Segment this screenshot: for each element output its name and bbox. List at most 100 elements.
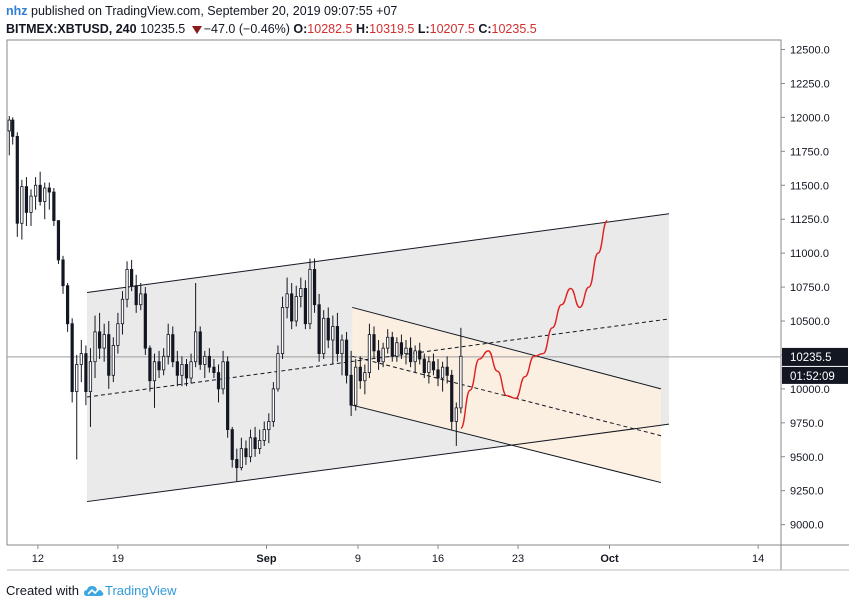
outer-channel-upper xyxy=(86,213,670,293)
close-label: C: xyxy=(478,22,492,36)
high-label: H: xyxy=(355,22,370,36)
y-tick-label: 12000.0 xyxy=(790,112,830,124)
candle-body xyxy=(381,347,385,363)
candle xyxy=(312,258,317,313)
low-value: 10207.5 xyxy=(429,22,475,36)
last-price-value: 10235.5 xyxy=(140,22,186,36)
candle xyxy=(189,353,193,384)
candle xyxy=(212,359,216,379)
candle-body xyxy=(331,326,335,341)
down-triangle-icon xyxy=(191,25,202,34)
brand-label: TradingView xyxy=(104,583,177,598)
candles-group xyxy=(7,116,463,482)
candle xyxy=(203,350,207,379)
candle-body xyxy=(450,374,454,422)
candle xyxy=(139,282,143,311)
change-value: −47.0 (−0.46%) xyxy=(203,22,290,36)
candle-body xyxy=(317,304,321,354)
candle xyxy=(349,350,353,417)
candle-body xyxy=(120,298,125,325)
candle-body xyxy=(271,388,275,422)
candle xyxy=(88,348,93,427)
y-tick-label: 12250.0 xyxy=(790,78,830,90)
candle xyxy=(239,437,243,471)
candle-body xyxy=(340,339,344,354)
y-tick-label: 11750.0 xyxy=(790,146,829,158)
x-tick-label: 14 xyxy=(752,553,764,565)
candle xyxy=(326,307,330,349)
candle-body xyxy=(363,372,367,382)
candle xyxy=(381,342,385,368)
candle xyxy=(175,350,179,387)
candle-body xyxy=(221,361,225,390)
candle-body xyxy=(47,187,51,193)
candle-body xyxy=(303,288,307,325)
candle xyxy=(207,348,211,373)
y-tick-label: 11250.0 xyxy=(790,214,829,226)
outer-channel-lower xyxy=(86,423,670,503)
candle-body xyxy=(454,407,458,422)
candle xyxy=(29,189,33,226)
candle-body xyxy=(194,331,198,363)
candle-body xyxy=(175,361,179,376)
candle xyxy=(253,426,257,457)
candle-body xyxy=(212,366,216,373)
candle-body xyxy=(171,334,175,363)
candle xyxy=(134,274,138,313)
candle-body xyxy=(166,334,170,357)
candle-body xyxy=(84,353,88,392)
candle-body xyxy=(280,307,285,354)
candle-body xyxy=(349,374,353,406)
y-tick-label: 11500.0 xyxy=(790,180,829,192)
candle-body xyxy=(52,191,56,221)
candle-body xyxy=(258,440,262,450)
candle-body xyxy=(248,437,253,458)
candle-body xyxy=(180,364,184,376)
candle-body xyxy=(408,347,413,363)
candle-body xyxy=(372,334,376,352)
candle-body xyxy=(148,347,152,382)
open-label: O: xyxy=(293,22,308,36)
candle xyxy=(221,350,225,395)
candle xyxy=(20,179,24,240)
candle-body xyxy=(459,355,463,409)
candle xyxy=(294,285,298,327)
candle-body xyxy=(203,355,207,365)
candle-body xyxy=(226,361,230,431)
symbol-label: BITMEX:XBTUSD, 240 xyxy=(6,22,137,36)
candle-body xyxy=(75,364,79,392)
x-tick-label: Sep xyxy=(256,553,276,565)
candle-body xyxy=(56,220,61,261)
candle xyxy=(120,291,125,335)
tradingview-cloud-icon xyxy=(83,586,104,596)
candle xyxy=(93,315,97,379)
candle-body xyxy=(70,323,74,392)
candle-body xyxy=(267,421,271,431)
x-tick-label: 9 xyxy=(355,553,361,565)
candle-body xyxy=(413,350,417,363)
y-tick-label: 9500.0 xyxy=(790,452,824,464)
candle xyxy=(166,323,170,365)
candle xyxy=(299,277,303,308)
candle xyxy=(180,356,184,387)
candle-body xyxy=(184,364,189,379)
candle-body xyxy=(111,345,115,376)
candle-body xyxy=(157,361,161,371)
y-tick-label: 9250.0 xyxy=(790,486,824,498)
candle-body xyxy=(294,296,298,322)
candle-body xyxy=(440,366,445,379)
candle xyxy=(98,312,102,360)
candle-body xyxy=(102,334,106,349)
candle xyxy=(372,326,376,360)
low-label: L: xyxy=(417,22,430,36)
candle xyxy=(386,329,390,354)
candle xyxy=(33,177,38,210)
candle-body xyxy=(65,285,70,325)
tradingview-logo[interactable]: TradingView xyxy=(83,582,177,600)
candle-body xyxy=(33,184,38,197)
candle xyxy=(111,337,115,383)
candle xyxy=(130,259,134,292)
publisher-username[interactable]: nhz xyxy=(6,4,28,18)
candle xyxy=(248,429,253,463)
